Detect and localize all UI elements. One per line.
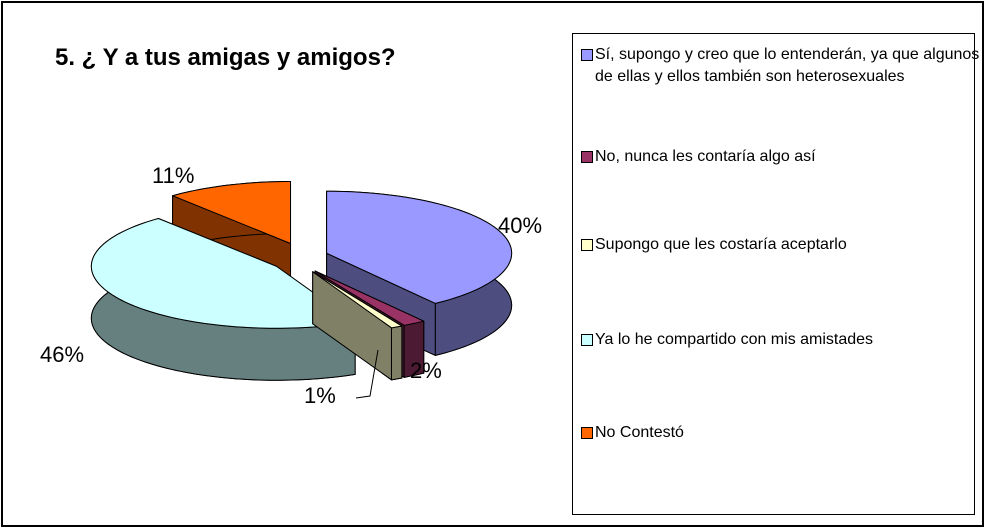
- chart-title: 5. ¿ Y a tus amigas y amigos?: [55, 44, 396, 71]
- legend-entry: No, nunca les contaría algo así: [581, 146, 983, 168]
- slice-top: [326, 190, 513, 304]
- legend-swatch: [581, 334, 593, 346]
- legend: Sí, supongo y creo que lo entenderán, ya…: [572, 33, 979, 515]
- legend-entry: Supongo que les costaría aceptarlo: [581, 234, 983, 256]
- data-label: 11%: [152, 163, 194, 188]
- data-label: 46%: [40, 342, 84, 367]
- pie-slice: [326, 190, 513, 356]
- data-label: 40%: [498, 213, 542, 238]
- pie-slice: [312, 271, 403, 381]
- slice-wall: [390, 325, 403, 381]
- legend-swatch: [581, 151, 593, 163]
- legend-label: Supongo que les costaría aceptarlo: [595, 236, 847, 253]
- legend-label: Sí, supongo y creo que lo entenderán, ya…: [595, 46, 980, 85]
- data-label: 2%: [410, 358, 442, 383]
- slice-top: [172, 181, 292, 245]
- slice-top: [314, 270, 425, 326]
- pie-slice: [90, 217, 356, 381]
- legend-entry: No Contestó: [581, 422, 983, 444]
- legend-label: Ya lo he compartido con mis amistades: [595, 331, 874, 348]
- legend-label: No, nunca les contaría algo así: [595, 148, 816, 165]
- legend-swatch: [581, 49, 593, 61]
- legend-entry: Sí, supongo y creo que lo entenderán, ya…: [581, 44, 983, 88]
- pie-area: 40% 2% 1% 46% 11%: [40, 163, 542, 408]
- legend-swatch: [581, 427, 593, 439]
- legend-label: No Contestó: [595, 424, 684, 441]
- leader-line: [355, 349, 379, 399]
- slice-top: [90, 217, 356, 329]
- legend-swatch: [581, 239, 593, 251]
- data-label: 1%: [304, 383, 336, 408]
- slice-top: [312, 271, 403, 329]
- legend-entry: Ya lo he compartido con mis amistades: [581, 329, 983, 351]
